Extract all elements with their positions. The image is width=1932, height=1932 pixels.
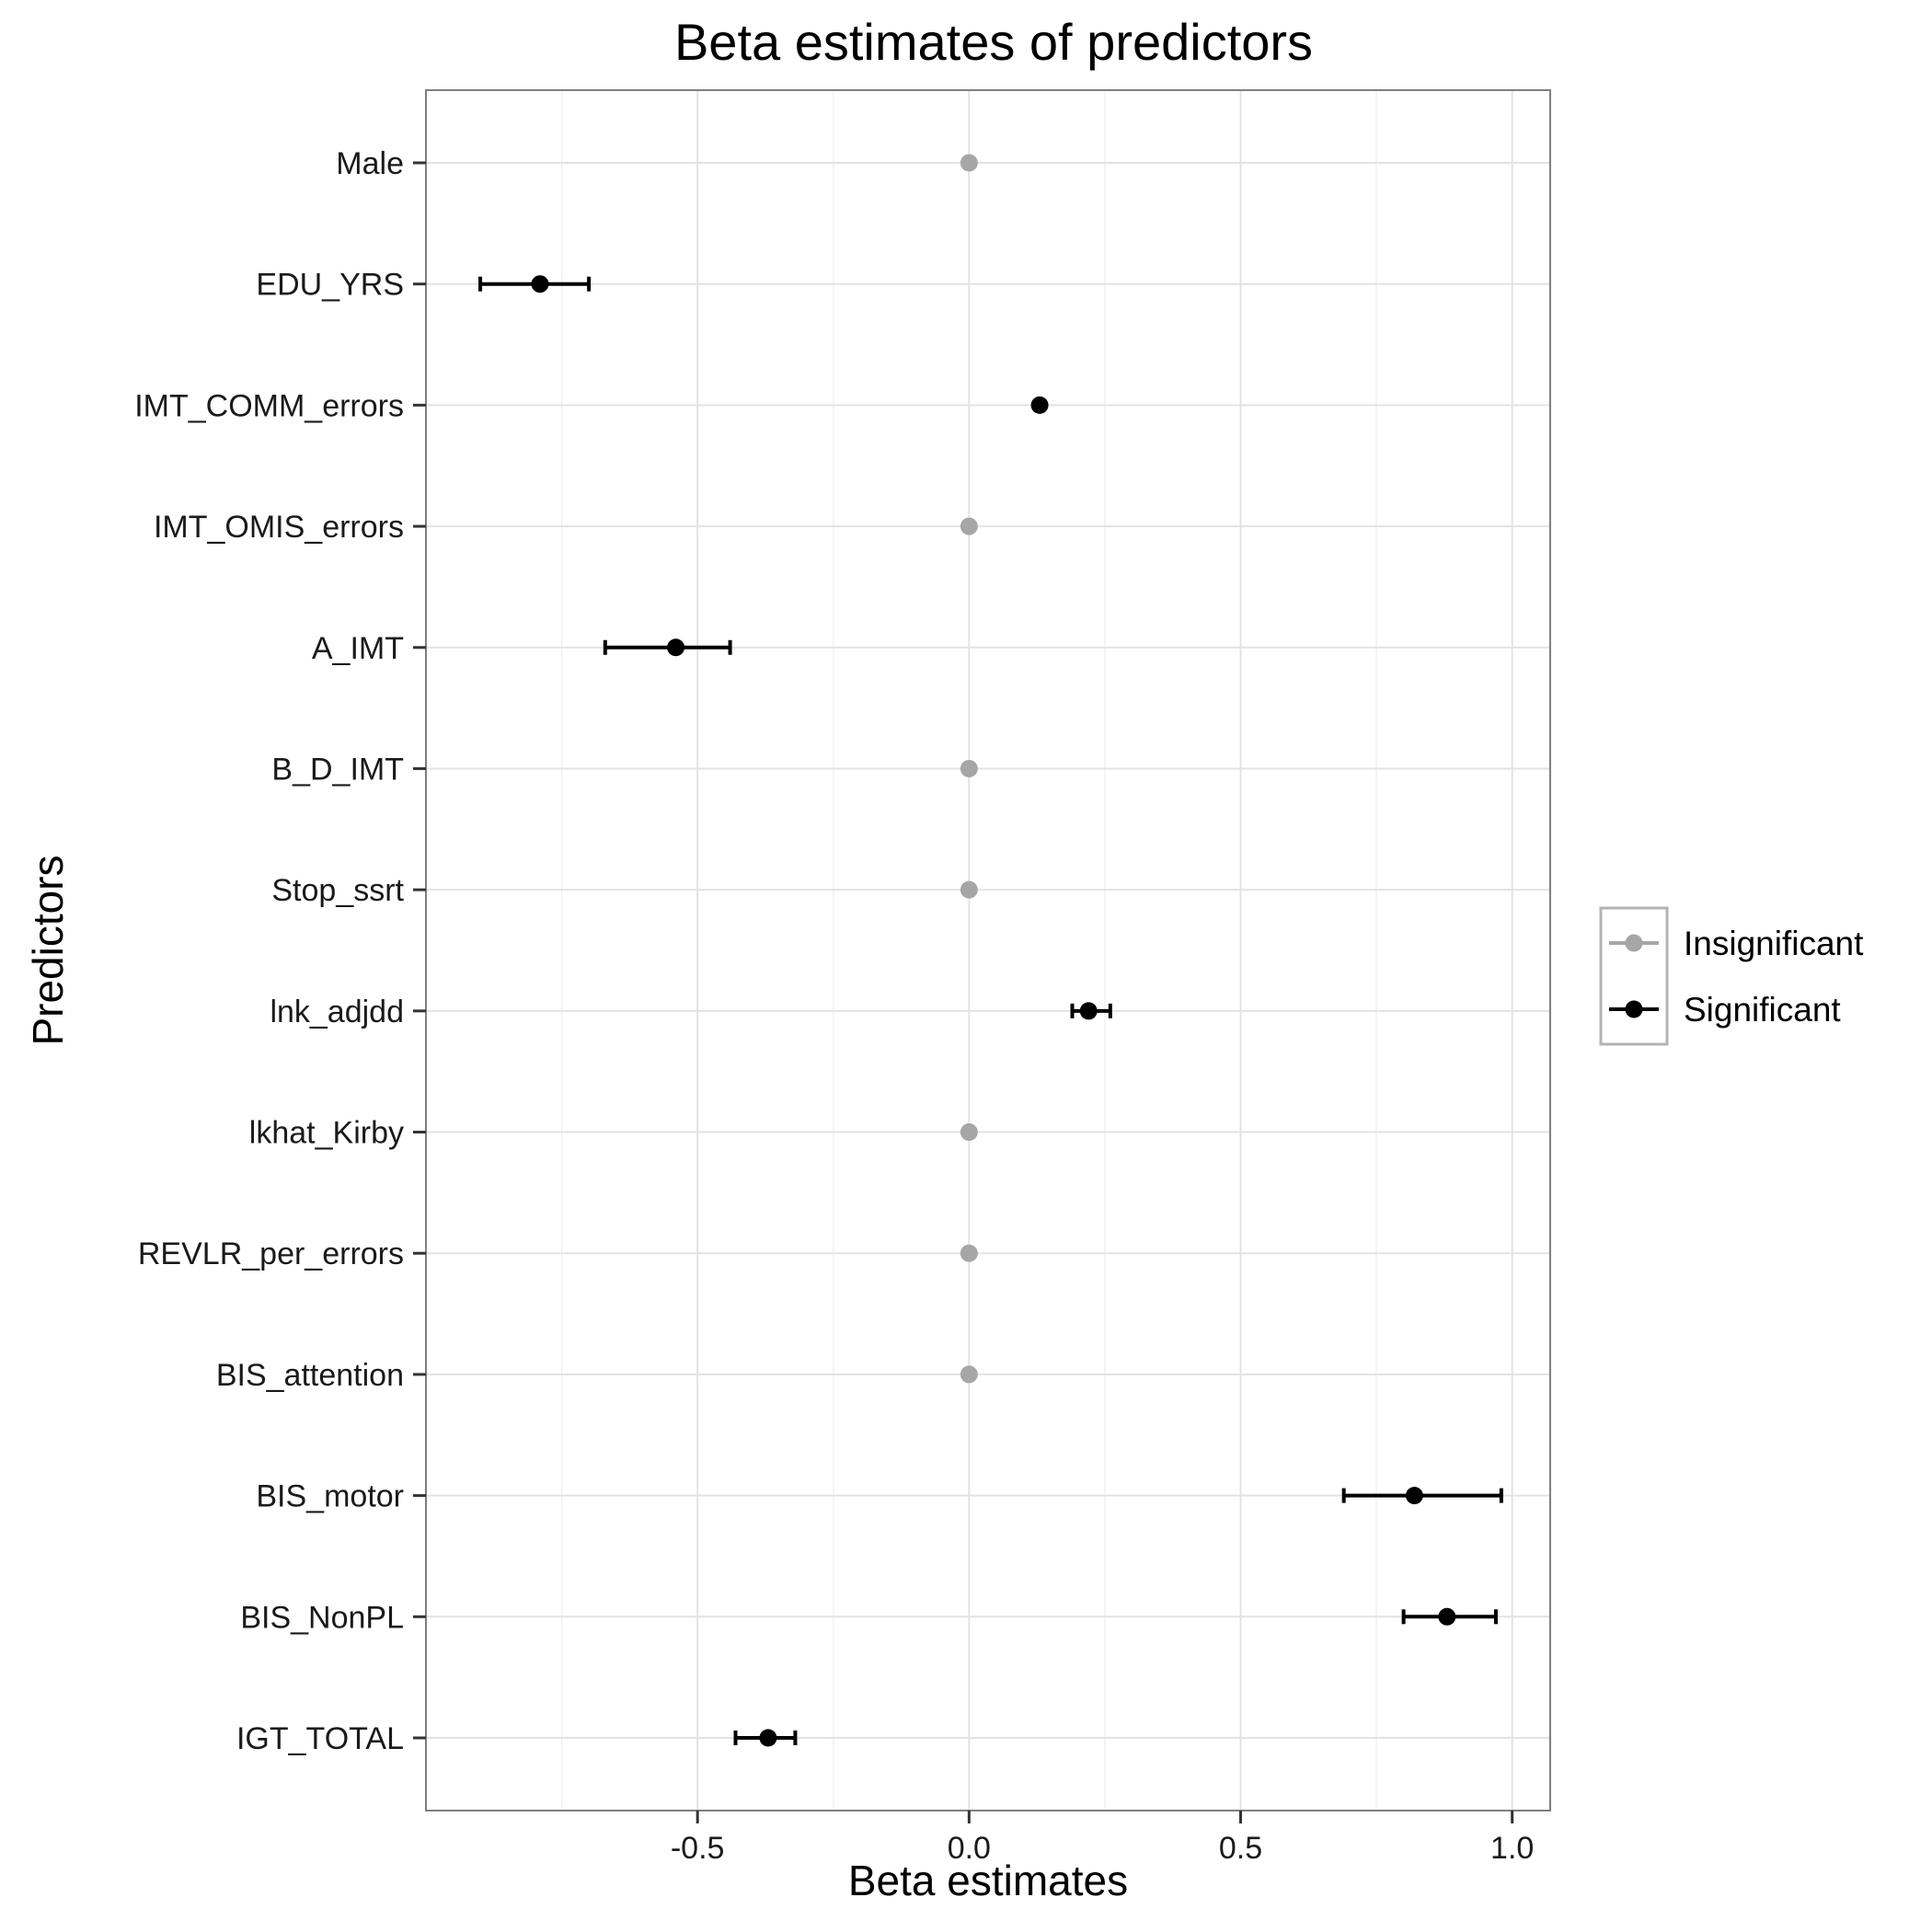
- y-axis: Male EDU_YRS IMT_COMM_errors IMT_OMIS_error…: [134, 146, 426, 1756]
- y-tick-label: BIS_motor: [256, 1479, 404, 1514]
- y-tick-label: Male: [336, 146, 404, 181]
- y-tick-label: IMT_OMIS_errors: [154, 510, 404, 545]
- error-bars: [478, 276, 1503, 1745]
- legend-key-point: [1625, 934, 1643, 952]
- plot-background: [426, 90, 1550, 1811]
- data-point: [960, 1123, 978, 1142]
- y-tick-label: IGT_TOTAL: [236, 1721, 404, 1756]
- data-point: [667, 638, 685, 657]
- data-point: [960, 1365, 978, 1384]
- data-point: [1079, 1002, 1098, 1020]
- data-point: [759, 1729, 777, 1747]
- legend-label: Significant: [1684, 991, 1841, 1029]
- y-tick-label: BIS_attention: [216, 1358, 404, 1393]
- legend-key-point: [1625, 1000, 1643, 1018]
- data-point: [960, 1244, 978, 1262]
- chart-title: Beta estimates of predictors: [674, 13, 1313, 71]
- grid-lines: [426, 90, 1550, 1811]
- x-tick-label: 0.0: [948, 1831, 991, 1866]
- legend-box: [1599, 906, 1669, 1046]
- y-tick-label: lkhat_Kirby: [249, 1116, 404, 1151]
- y-tick-label: B_D_IMT: [271, 752, 404, 787]
- data-point: [960, 154, 978, 172]
- data-point: [960, 759, 978, 777]
- y-tick-label: BIS_NonPL: [240, 1600, 404, 1635]
- legend-item: Significant: [1609, 991, 1841, 1029]
- data-point: [531, 275, 549, 293]
- y-tick-label: EDU_YRS: [256, 268, 404, 303]
- y-axis-title: Predictors: [24, 855, 72, 1045]
- x-axis: -0.5 0.0 0.5 1.0: [671, 1811, 1534, 1866]
- y-tick-label: A_IMT: [312, 631, 404, 666]
- x-axis-title: Beta estimates: [848, 1857, 1128, 1904]
- x-tick-label: 0.5: [1219, 1831, 1262, 1866]
- legend-label: Insignificant: [1684, 925, 1864, 962]
- data-point: [1030, 396, 1049, 414]
- data-points: [531, 154, 1456, 1747]
- y-tick-label: Stop_ssrt: [271, 873, 404, 908]
- data-point: [1438, 1607, 1456, 1626]
- x-tick-label: 1.0: [1490, 1831, 1534, 1866]
- data-point: [960, 880, 978, 899]
- y-tick-label: lnk_adjdd: [270, 995, 404, 1029]
- data-point: [1405, 1487, 1423, 1505]
- y-tick-label: REVLR_per_errors: [138, 1236, 404, 1271]
- data-point: [960, 517, 978, 535]
- legend: Insignificant Significant: [1599, 906, 1864, 1046]
- y-tick-label: IMT_COMM_errors: [134, 388, 404, 423]
- legend-item: Insignificant: [1609, 925, 1864, 962]
- x-tick-label: -0.5: [671, 1831, 725, 1866]
- plot-border: [425, 89, 1551, 1811]
